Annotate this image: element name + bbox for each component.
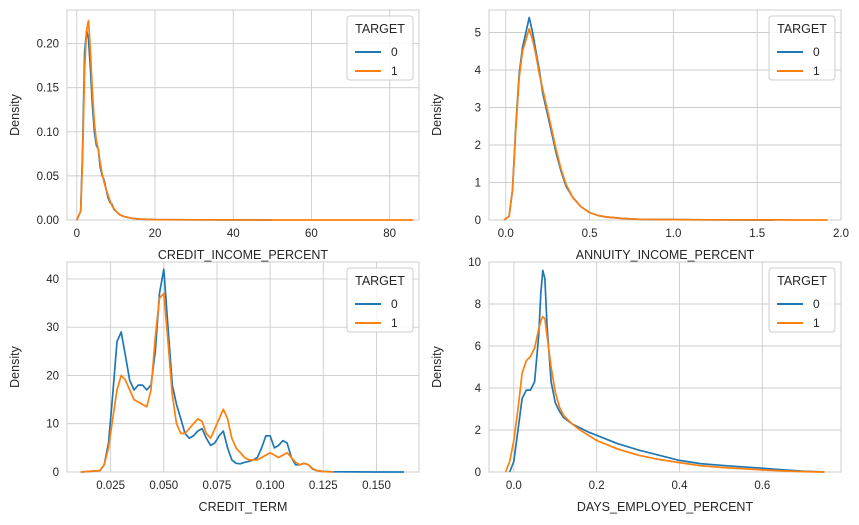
plot-frame [66,261,420,473]
legend: TARGET 0 1 [768,15,836,81]
series-line-1 [80,292,334,473]
x-axis-label: CREDIT_TERM [199,500,288,514]
legend-box [768,15,836,81]
legend-title: TARGET [777,274,827,288]
legend-box [346,15,414,81]
y-tick-label: 0 [475,467,481,479]
y-tick-label: 2 [475,425,481,437]
legend-entry: 1 [813,64,820,78]
y-tick-label: 2 [475,140,481,152]
legend-box [346,267,414,333]
chart-panel: 0.0 0.2 0.4 0.60246810DAYS_EMPLOYED_PERCENT… [430,257,842,514]
legend-entry: 0 [391,297,398,311]
x-tick-label: 1.0 [665,228,681,240]
y-tick-label: 4 [475,65,482,77]
legend: TARGET 0 1 [346,267,414,333]
x-tick-label: 20 [149,228,162,240]
y-tick-label: 30 [46,322,59,334]
series-line-0 [80,268,405,473]
legend-title: TARGET [355,22,405,36]
x-tick-label: 80 [383,228,396,240]
y-tick-label: 6 [475,341,481,353]
x-axis-label: DAYS_EMPLOYED_PERCENT [577,500,754,514]
series-line-0 [503,16,775,221]
legend-box [768,267,836,333]
y-tick-label: 10 [46,419,59,431]
x-tick-label: 0.150 [362,480,391,492]
y-tick-label: 20 [46,370,59,382]
x-tick-label: 0.050 [149,480,178,492]
chart-panel: 0.025 0.050 0.075 0.100 0.125 0.150010203040C… [8,261,420,514]
y-tick-label: 4 [475,383,482,395]
legend-entry: 1 [391,316,398,330]
y-tick-label: 0 [475,215,481,227]
x-tick-label: 0.025 [96,480,125,492]
legend-entry: 0 [813,45,820,59]
x-tick-label: 0.6 [754,480,770,492]
y-tick-label: 8 [475,299,481,311]
x-axis-label: ANNUITY_INCOME_PERCENT [576,248,755,262]
legend-title: TARGET [777,22,827,36]
legend-entry: 1 [391,64,398,78]
y-tick-label: 0.10 [37,127,59,139]
y-tick-label: 0 [53,467,59,479]
y-tick-label: 3 [475,103,481,115]
y-tick-label: 40 [46,274,59,286]
x-tick-label: 0.5 [582,228,598,240]
legend-title: TARGET [355,274,405,288]
x-tick-label: 1.5 [749,228,765,240]
y-tick-label: 5 [475,28,481,40]
x-tick-label: 0.125 [309,480,338,492]
series-line-1 [76,19,414,221]
y-tick-label: 1 [475,178,481,190]
y-tick-label: 0.20 [37,39,59,51]
y-axis-label: Density [430,93,444,135]
x-axis-label: CREDIT_INCOME_PERCENT [158,248,329,262]
chart-panel: 0 20 40 60 80 0.00 0.05 0.10 0.15 0.20 CREDIT_INCO… [8,9,420,262]
y-axis-label: Density [8,93,22,135]
x-tick-label: 0 [74,228,80,240]
legend: TARGET 0 1 [768,267,836,333]
y-tick-label: 0.15 [37,83,59,95]
x-tick-label: 0.2 [589,480,605,492]
legend-entry: 1 [813,316,820,330]
series-line-1 [504,315,825,473]
x-tick-label: 0.0 [498,228,514,240]
series-line-0 [508,269,825,473]
x-tick-label: 0.100 [256,480,285,492]
y-tick-label: 0.05 [37,171,59,183]
legend: TARGET 0 1 [346,15,414,81]
x-tick-label: 0.0 [506,480,522,492]
chart-panel: 0.0 0.5 1.0 1.5 2.0 0 1 2 3 4 5 ANNUITY_INCOME_PERC… [430,9,849,262]
y-tick-label: 10 [468,257,481,269]
x-tick-label: 0.075 [203,480,232,492]
series-line-1 [503,27,828,221]
legend-entry: 0 [391,45,398,59]
x-tick-label: 0.4 [671,480,688,492]
legend-entry: 0 [813,297,820,311]
y-tick-label: 0.00 [37,215,59,227]
y-axis-label: Density [8,345,22,387]
x-tick-label: 60 [305,228,318,240]
x-tick-label: 40 [227,228,240,240]
plot-frame [488,261,842,473]
x-tick-label: 2.0 [833,228,849,240]
y-axis-label: Density [430,345,444,387]
